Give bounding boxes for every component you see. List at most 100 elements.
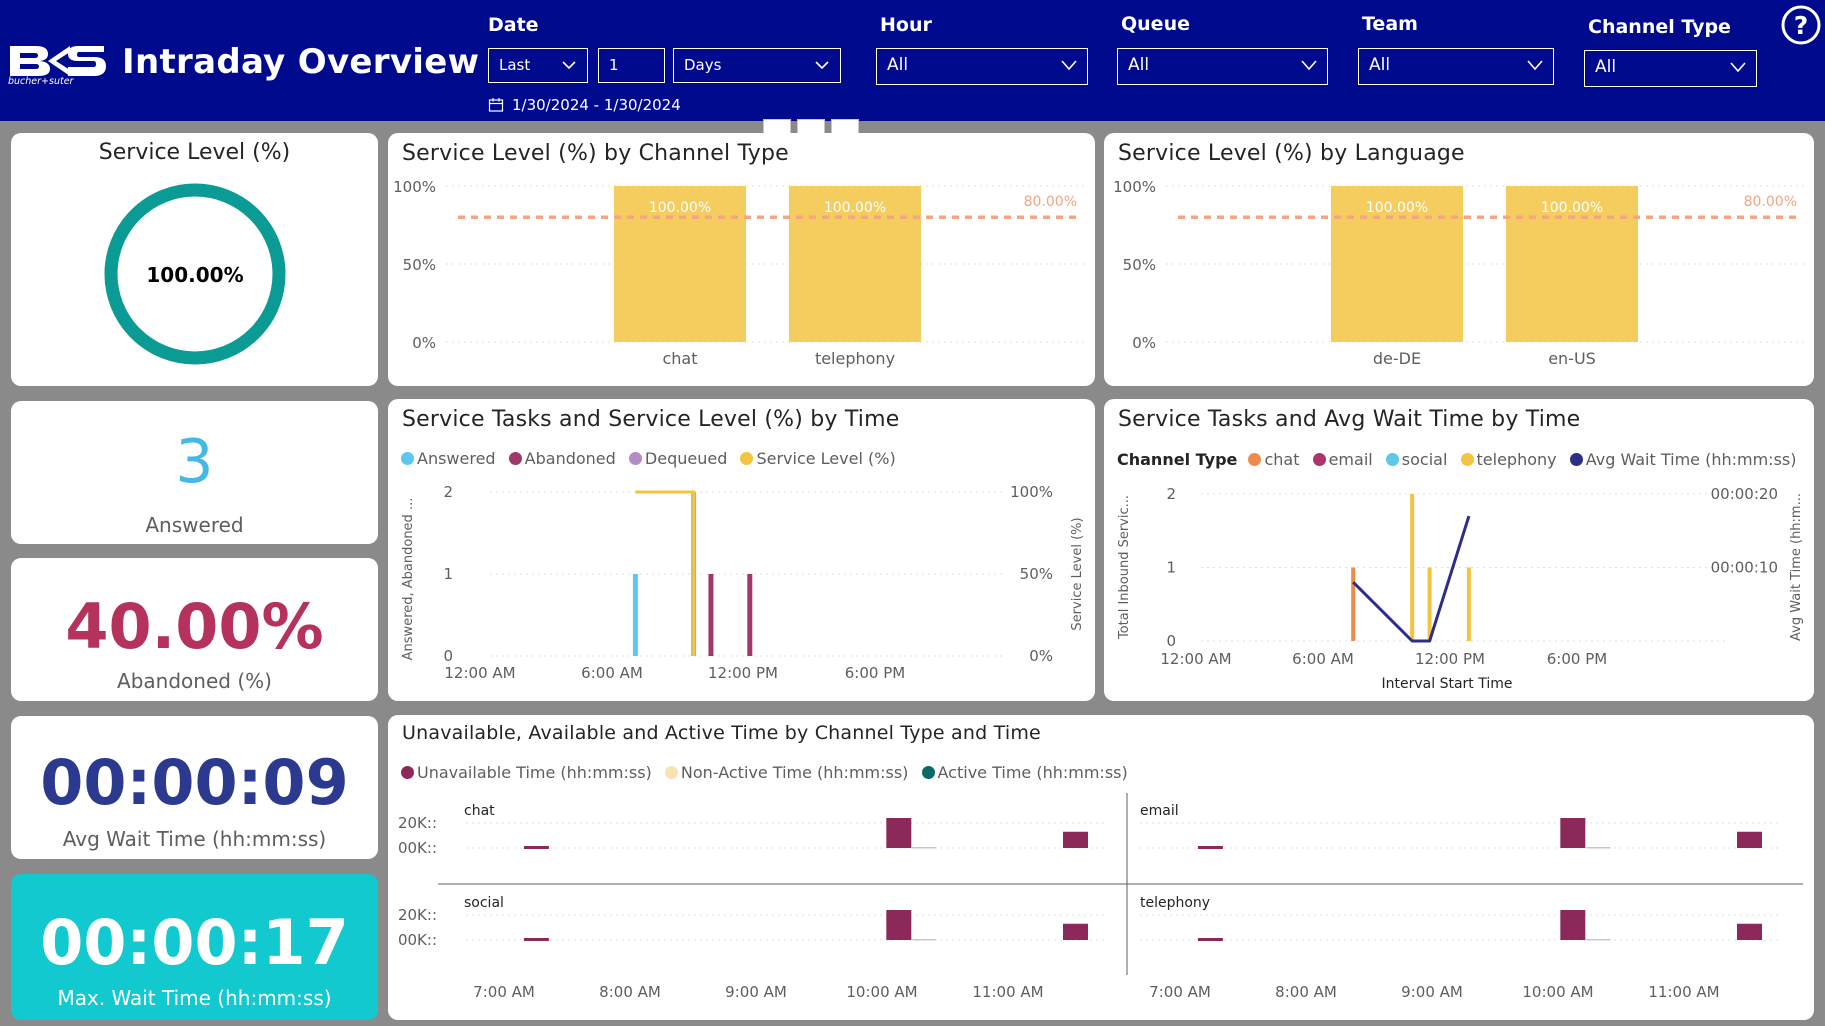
x-tick-label: en-US [1548, 349, 1596, 368]
hour-dropdown[interactable]: All [876, 48, 1088, 85]
service-level-gauge-arc [104, 183, 286, 365]
abandoned-kpi-label: Abandoned (%) [117, 669, 272, 693]
max-wait-kpi-card: 00:00:17 Max. Wait Time (hh:mm:ss) [11, 874, 378, 1020]
x-tick-label: telephony [815, 349, 895, 368]
bar-unavailable [886, 910, 912, 940]
max-wait-kpi-value: 00:00:17 [40, 906, 349, 979]
x-tick-label: 6:00 AM [1292, 650, 1354, 668]
legend-service-level[interactable]: Service Level (%) [740, 449, 896, 468]
date-unit-dropdown[interactable]: Days [673, 48, 841, 83]
queue-dropdown[interactable]: All [1117, 48, 1328, 85]
x-tick-label: 9:00 AM [725, 983, 787, 1001]
legend-title: Channel Type [1117, 450, 1238, 469]
help-icon[interactable]: ? [1781, 5, 1821, 45]
date-unit-value: Days [684, 56, 722, 74]
sl-by-language-card: Service Level (%) by Language 100% 50% 0% 1… [1104, 133, 1814, 386]
legend-social[interactable]: social [1385, 450, 1447, 469]
x-tick-label: 6:00 AM [581, 664, 643, 682]
legend-answered[interactable]: Answered [401, 449, 496, 468]
legend-unavailable[interactable]: Unavailable Time (hh:mm:ss) [401, 763, 652, 782]
answered-kpi-card: 3 Answered [11, 401, 378, 544]
data-label: 100.00% [1366, 200, 1428, 216]
max-wait-kpi-label: Max. Wait Time (hh:mm:ss) [57, 986, 332, 1010]
service-level-kpi-card: Service Level (%) 100.00% [11, 133, 378, 386]
x-tick-label: 8:00 AM [599, 983, 661, 1001]
bar-telephony [1466, 567, 1471, 641]
team-value: All [1369, 55, 1391, 75]
x-tick-label: 10:00 AM [846, 983, 917, 1001]
x-tick-label: 6:00 PM [845, 664, 905, 682]
legend-chat[interactable]: chat [1248, 450, 1299, 469]
y-tick-label: 20K:: [398, 906, 437, 924]
legend-telephony[interactable]: telephony [1460, 450, 1557, 469]
tasks-sl-by-time-title: Service Tasks and Service Level (%) by T… [402, 407, 900, 432]
bar-chat [1351, 567, 1356, 641]
date-range-text: 1/30/2024 - 1/30/2024 [512, 96, 681, 114]
y-tick-label: 0% [1132, 334, 1156, 352]
bar-answered [632, 574, 638, 656]
y-tick-label: 00K:: [398, 839, 437, 857]
channel-type-dropdown[interactable]: All [1584, 50, 1757, 87]
logo-subtitle: bucher+suter [8, 76, 75, 86]
x-tick-label: 11:00 AM [972, 983, 1043, 1001]
y-left-tick-label: 0 [1166, 632, 1176, 650]
data-label: 100.00% [1541, 200, 1603, 216]
bar-unavailable [1560, 818, 1586, 848]
y-tick-label: 100% [393, 178, 436, 196]
y-right-tick-label: 100% [1010, 483, 1053, 501]
y-right-tick-label: 00:00:10 [1711, 559, 1778, 577]
y-left-tick-label: 0 [443, 647, 453, 665]
calendar-icon [488, 98, 504, 112]
team-dropdown[interactable]: All [1358, 48, 1554, 85]
y-tick-label: 100% [1113, 178, 1156, 196]
answered-kpi-label: Answered [145, 513, 244, 537]
bar-unavailable [523, 846, 549, 849]
data-label: 100.00% [649, 200, 711, 216]
legend-abandoned[interactable]: Abandoned [508, 449, 616, 468]
bar-telephony [789, 186, 921, 342]
legend-non-active[interactable]: Non-Active Time (hh:mm:ss) [664, 763, 908, 782]
x-tick-label: 10:00 AM [1522, 983, 1593, 1001]
bar-non-active [1586, 939, 1611, 941]
y-left-axis-title: Answered, Abandoned ... [401, 498, 416, 661]
panel-label-chat: chat [464, 803, 495, 819]
sl-by-channel-chart: 100% 50% 0% 100.00% chat 100.00% telephony 80.0… [393, 178, 1085, 368]
legend-active[interactable]: Active Time (hh:mm:ss) [921, 763, 1128, 782]
channel-type-value: All [1595, 57, 1617, 77]
y-right-tick-label: 50% [1020, 565, 1053, 583]
bar-telephony [1427, 567, 1432, 641]
hour-value: All [887, 55, 909, 75]
bar-abandoned [747, 574, 753, 656]
panel-label-social: social [464, 895, 504, 911]
x-tick-label: 7:00 AM [473, 983, 535, 1001]
y-tick-label: 20K:: [398, 814, 437, 832]
y-tick-label: 0% [412, 334, 436, 352]
chevron-down-icon [1730, 62, 1746, 73]
time-by-channel-legend: Unavailable Time (hh:mm:ss) Non-Active T… [401, 763, 1136, 782]
x-tick-label: 8:00 AM [1275, 983, 1337, 1001]
service-level-line [635, 490, 696, 656]
chevron-down-icon [562, 61, 576, 70]
legend-avg-wait[interactable]: Avg Wait Time (hh:mm:ss) [1569, 450, 1796, 469]
date-count-input[interactable]: 1 [598, 48, 665, 83]
avg-wait-kpi-card: 00:00:09 Avg Wait Time (hh:mm:ss) [11, 716, 378, 859]
abandoned-kpi-value: 40.00% [65, 590, 324, 663]
sl-by-channel-card: Service Level (%) by Channel Type 100% 50… [388, 133, 1095, 386]
bar-unavailable [886, 818, 912, 848]
bar-unavailable [523, 938, 549, 941]
service-level-kpi-title: Service Level (%) [98, 140, 291, 165]
x-axis-title: Interval Start Time [1382, 676, 1513, 692]
x-tick-label: de-DE [1373, 349, 1421, 368]
legend-email[interactable]: email [1312, 450, 1373, 469]
bar-unavailable [1197, 846, 1223, 849]
hour-filter-label: Hour [880, 14, 932, 36]
legend-dequeued[interactable]: Dequeued [628, 449, 727, 468]
tasks-sl-by-time-card: Service Tasks and Service Level (%) by T… [388, 399, 1095, 701]
y-left-axis-title: Total Inbound Servic... [1117, 495, 1132, 640]
x-tick-label: 12:00 PM [708, 664, 778, 682]
x-tick-label: 12:00 AM [1160, 650, 1231, 668]
date-mode-dropdown[interactable]: Last [488, 48, 588, 83]
avg-wait-line [1352, 515, 1471, 643]
bar-non-active [912, 847, 937, 849]
bar-abandoned [708, 574, 714, 656]
